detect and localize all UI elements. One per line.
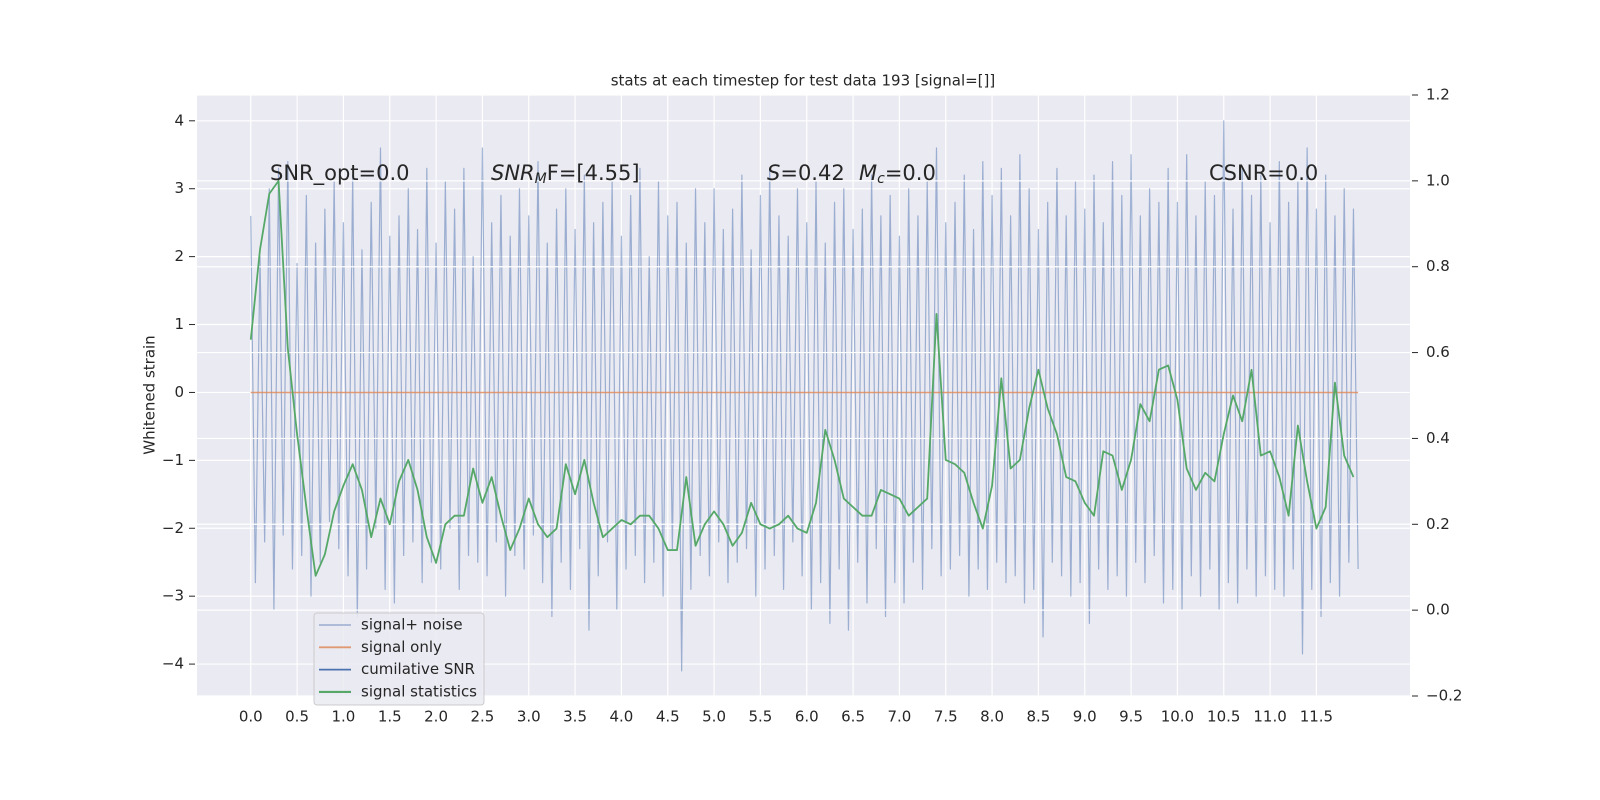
y2-tick-label: 0.4 bbox=[1426, 429, 1450, 447]
y-tick-label: 1 bbox=[174, 315, 184, 333]
overlay: 0.0 0.5 1.0 1.5 2.0 2.5 3.0 3.5 4.0 4.5 5.0 5.5 6.0 6… bbox=[162, 86, 1463, 726]
x-tick-label: 0.5 bbox=[285, 708, 309, 726]
x-tick-label: 9.5 bbox=[1119, 708, 1143, 726]
x-tick-label: 4.0 bbox=[609, 708, 633, 726]
y-tick-label: −3 bbox=[162, 587, 184, 605]
y2-tick-label: 1.2 bbox=[1426, 86, 1450, 104]
x-tick-label: 7.5 bbox=[934, 708, 958, 726]
x-tick-label: 4.5 bbox=[656, 708, 680, 726]
y2-tick-label: −0.2 bbox=[1426, 687, 1462, 705]
annotation-part: S bbox=[767, 161, 780, 185]
y2-tick-label: 0.0 bbox=[1426, 601, 1450, 619]
x-tick-label: 10.0 bbox=[1161, 708, 1194, 726]
legend-label: signal+ noise bbox=[361, 616, 463, 634]
x-tick-label: 11.0 bbox=[1253, 708, 1286, 726]
plot-area bbox=[197, 95, 1410, 696]
chart-title: stats at each timestep for test data 193… bbox=[611, 72, 996, 90]
y-tick-label: −4 bbox=[162, 655, 184, 673]
y2-tick-label: 0.8 bbox=[1426, 257, 1450, 275]
x-tick-label: 0.0 bbox=[239, 708, 263, 726]
x-tick-label: 6.0 bbox=[795, 708, 819, 726]
x-tick-label: 8.5 bbox=[1026, 708, 1050, 726]
x-tick-label: 9.0 bbox=[1073, 708, 1097, 726]
x-tick-label: 6.5 bbox=[841, 708, 865, 726]
annotation: SNRMF=[4.55] bbox=[491, 161, 640, 187]
y2-tick-label: 1.0 bbox=[1426, 171, 1450, 189]
y-tick-label: −2 bbox=[162, 519, 184, 537]
y-tick-label: −1 bbox=[162, 451, 184, 469]
x-tick-label: 5.0 bbox=[702, 708, 726, 726]
y-tick-label: 2 bbox=[174, 247, 184, 265]
legend-label: cumilative SNR bbox=[361, 660, 475, 678]
y-tick-label: 3 bbox=[174, 179, 184, 197]
y-axis-label: Whitened strain bbox=[141, 335, 159, 454]
x-tick-label: 1.0 bbox=[331, 708, 355, 726]
annotation: S=0.42 bbox=[767, 161, 845, 185]
x-tick-label: 2.0 bbox=[424, 708, 448, 726]
x-tick-label: 7.0 bbox=[887, 708, 911, 726]
annotation: SNR_opt=0.0 bbox=[270, 161, 410, 186]
y-tick-label: 4 bbox=[174, 111, 184, 129]
legend-box bbox=[313, 612, 485, 706]
y2-tick-label: 0.6 bbox=[1426, 343, 1450, 361]
x-tick-label: 3.0 bbox=[517, 708, 541, 726]
annotation-part: SNR bbox=[491, 161, 535, 185]
x-tick-label: 5.5 bbox=[748, 708, 772, 726]
x-tick-label: 11.5 bbox=[1300, 708, 1333, 726]
x-tick-label: 2.5 bbox=[470, 708, 494, 726]
legend-label: signal statistics bbox=[361, 682, 477, 700]
series-line bbox=[249, 179, 1355, 577]
annotation-part: M bbox=[859, 161, 877, 185]
x-tick-label: 10.5 bbox=[1207, 708, 1240, 726]
x-tick-label: 3.5 bbox=[563, 708, 587, 726]
annotation-part: F=[4.55] bbox=[547, 161, 640, 185]
annotation-part: =0.42 bbox=[780, 161, 844, 185]
annotation: CSNR=0.0 bbox=[1209, 161, 1318, 185]
annotation-part: CSNR=0.0 bbox=[1209, 161, 1318, 185]
annotation-part: =0.0 bbox=[885, 161, 936, 185]
annotation: Mc=0.0 bbox=[859, 161, 936, 187]
annotation-part: c bbox=[877, 171, 885, 187]
annotation-part: SNR_opt=0.0 bbox=[270, 161, 410, 186]
x-tick-label: 8.0 bbox=[980, 708, 1004, 726]
y2-tick-label: 0.2 bbox=[1426, 515, 1450, 533]
legend-label: signal only bbox=[361, 638, 442, 656]
y-tick-label: 0 bbox=[174, 383, 184, 401]
x-tick-label: 1.5 bbox=[378, 708, 402, 726]
annotation-part: M bbox=[535, 171, 547, 187]
